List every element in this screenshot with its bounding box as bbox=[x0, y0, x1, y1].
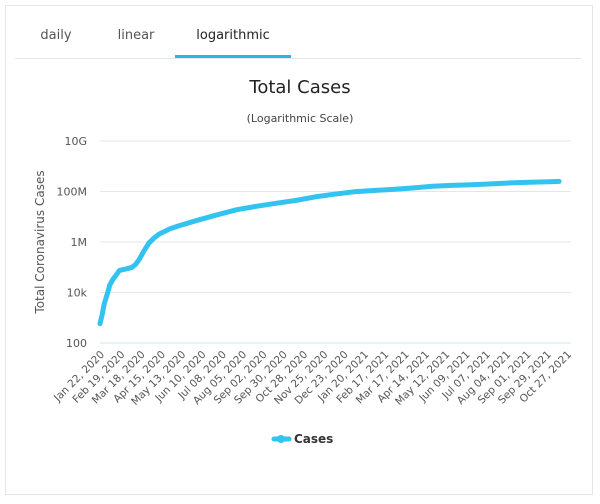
y-tick-label: 100M bbox=[57, 186, 88, 199]
series-line-cases bbox=[97, 178, 562, 327]
chart-subtitle: (Logarithmic Scale) bbox=[247, 112, 354, 125]
chart-title: Total Cases bbox=[248, 77, 350, 98]
y-tick-label: 10G bbox=[64, 135, 87, 148]
y-axis-title: Total Coronavirus Cases bbox=[33, 170, 47, 314]
chart-panel bbox=[5, 5, 593, 495]
legend-label-cases[interactable]: Cases bbox=[294, 432, 333, 446]
legend-swatch-marker bbox=[277, 435, 285, 443]
y-tick-label: 100 bbox=[66, 337, 87, 350]
y-tick-label: 1M bbox=[71, 236, 88, 249]
y-tick-label: 10k bbox=[67, 287, 88, 300]
tab-logarithmic[interactable]: logarithmic bbox=[175, 16, 291, 58]
legend[interactable]: Cases bbox=[271, 432, 333, 446]
tab-daily[interactable]: daily bbox=[40, 28, 72, 43]
chart-tabs: daily linear logarithmic bbox=[15, 16, 581, 59]
tab-linear[interactable]: linear bbox=[117, 28, 155, 43]
